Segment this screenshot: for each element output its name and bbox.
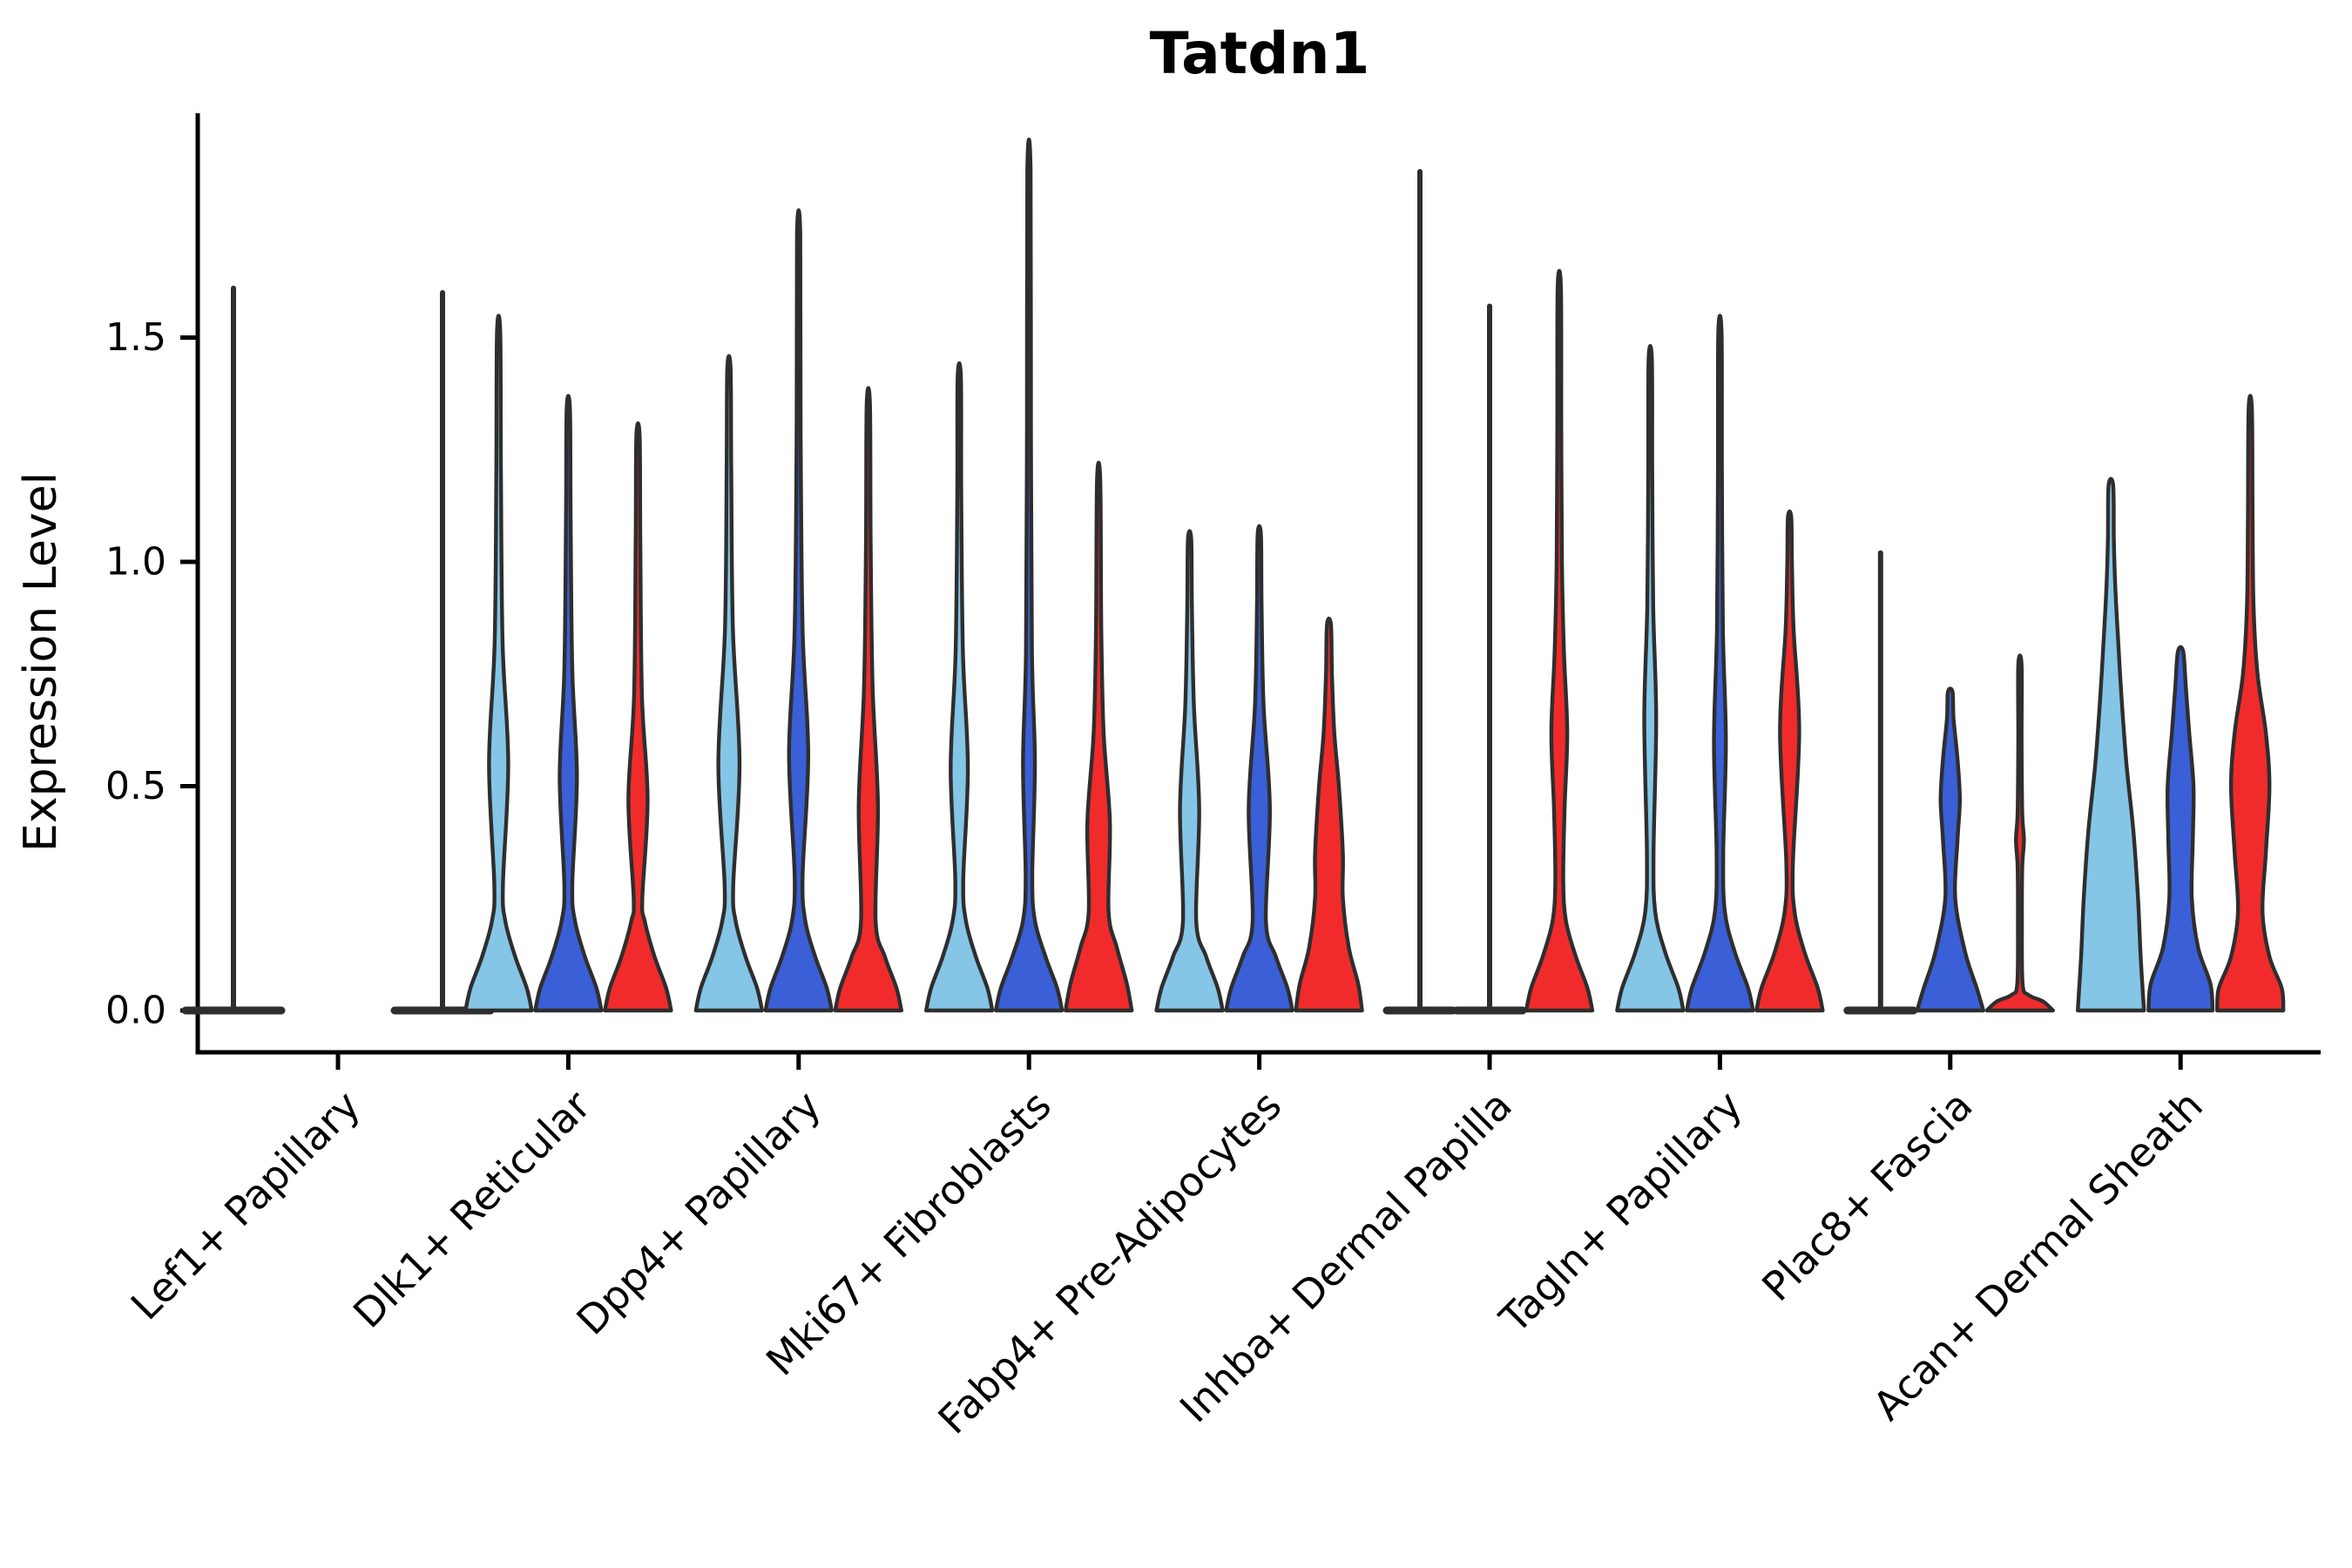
violin-light_blue — [1615, 343, 1686, 1013]
y-tick-label: 0.0 — [105, 989, 166, 1033]
violin-dark_blue — [994, 138, 1064, 1013]
violin-red — [1064, 460, 1134, 1013]
y-tick-label: 1.0 — [105, 540, 166, 585]
chart-title: Tatdn1 — [1150, 20, 1370, 87]
violin-light_blue — [924, 361, 995, 1013]
x-tick-label: Plac8+ Fascia — [1753, 1082, 1981, 1310]
violin-red — [603, 421, 673, 1013]
y-tick-label: 1.5 — [105, 315, 166, 360]
violin-red — [1294, 616, 1364, 1013]
x-tick-label: Dlk1+ Reticular — [344, 1082, 599, 1337]
violin-red — [1984, 653, 2055, 1013]
x-tick-label: Lef1+ Papillary — [122, 1082, 369, 1329]
violin-dark_blue — [533, 394, 604, 1013]
violin-light_blue — [693, 354, 764, 1013]
axes: 0.0 0.5 1.0 1.5 — [105, 113, 2321, 1070]
y-tick-label: 0.5 — [105, 764, 166, 808]
violin-dark_blue — [2146, 645, 2215, 1013]
violin-red — [1524, 268, 1595, 1013]
violin-series — [181, 138, 2286, 1015]
violin-light_blue — [2076, 476, 2146, 1013]
violin-dark_blue — [1224, 524, 1294, 1013]
violin-dark_blue — [1915, 686, 1985, 1013]
violin-dark_blue — [763, 208, 834, 1013]
violin-dark_blue — [1685, 314, 1755, 1013]
violin-red — [833, 386, 903, 1013]
x-tick-label: Dpp4+ Papillary — [567, 1082, 829, 1344]
y-axis-label: Expression Level — [15, 472, 67, 852]
violin-light_blue — [1154, 529, 1225, 1013]
x-tick-label: Tagln+ Papillary — [1490, 1082, 1752, 1343]
violin-red — [1754, 509, 1825, 1013]
violin-red — [2215, 394, 2286, 1013]
violin-light_blue — [463, 314, 534, 1013]
